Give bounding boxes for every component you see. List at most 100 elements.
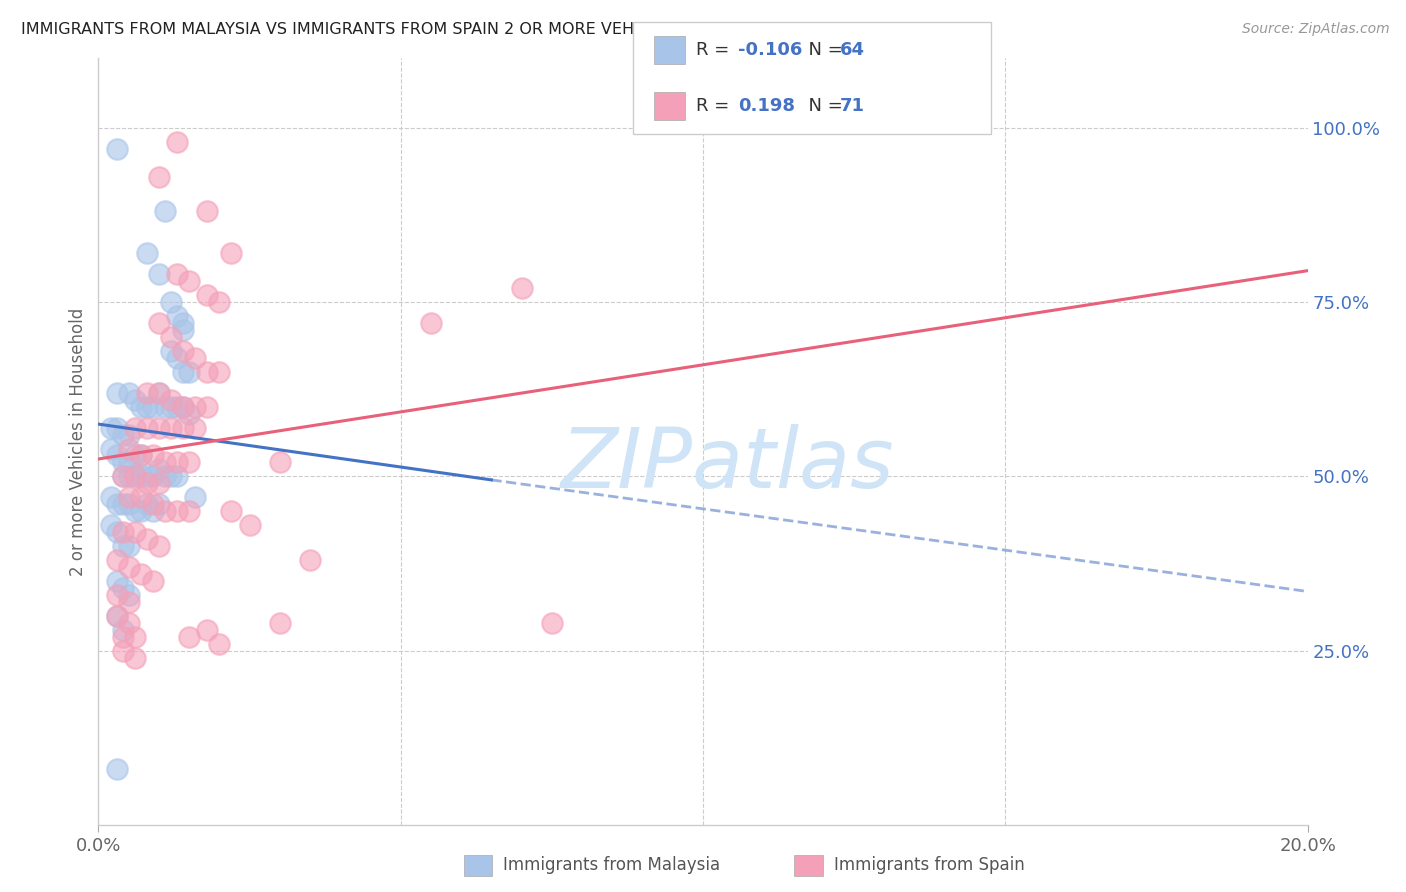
Point	[179, 274, 201, 288]
Point	[179, 504, 201, 518]
Point	[100, 518, 122, 533]
Point	[179, 407, 201, 421]
Point	[148, 385, 170, 400]
Point	[166, 267, 188, 281]
Point	[129, 504, 152, 518]
Point	[166, 309, 188, 323]
Point	[166, 135, 188, 149]
Point	[142, 574, 165, 588]
Point	[124, 504, 146, 518]
Point	[124, 469, 146, 483]
Point	[105, 525, 128, 540]
Point	[195, 288, 218, 302]
Point	[135, 476, 157, 491]
Point	[153, 204, 176, 219]
Point	[111, 623, 134, 637]
Point	[118, 385, 141, 400]
Point	[111, 455, 134, 469]
Point	[148, 267, 170, 281]
Point	[129, 400, 152, 414]
Point	[118, 588, 141, 602]
Point	[135, 532, 157, 546]
Point	[153, 400, 176, 414]
Point	[124, 392, 146, 407]
Point	[111, 644, 134, 658]
Point	[129, 449, 152, 463]
Point	[184, 351, 207, 365]
Point	[118, 427, 141, 442]
Point	[111, 630, 134, 644]
Text: Immigrants from Malaysia: Immigrants from Malaysia	[503, 856, 720, 874]
Point	[195, 204, 218, 219]
Point	[142, 469, 165, 483]
Point	[129, 469, 152, 483]
Point	[111, 469, 134, 483]
Point	[100, 491, 122, 505]
Text: R =: R =	[696, 41, 735, 59]
Point	[148, 316, 170, 330]
Text: N =: N =	[797, 41, 849, 59]
Point	[124, 449, 146, 463]
Point	[540, 615, 562, 630]
Point	[129, 567, 152, 582]
Point	[100, 420, 122, 434]
Point	[105, 762, 128, 776]
Point	[195, 365, 218, 379]
Point	[105, 553, 128, 567]
Point	[111, 427, 134, 442]
Point	[160, 295, 183, 310]
Text: N =: N =	[797, 97, 849, 115]
Point	[172, 400, 194, 414]
Text: ZIPatlas: ZIPatlas	[561, 424, 894, 505]
Point	[148, 169, 170, 184]
Point	[118, 595, 141, 609]
Point	[179, 365, 201, 379]
Point	[105, 385, 128, 400]
Point	[135, 497, 157, 511]
Point	[135, 469, 157, 483]
Point	[208, 295, 231, 310]
Point	[221, 504, 243, 518]
Point	[111, 469, 134, 483]
Point	[166, 504, 188, 518]
Text: 0.198: 0.198	[738, 97, 796, 115]
Point	[135, 400, 157, 414]
Point	[172, 343, 194, 358]
Point	[105, 142, 128, 156]
Point	[153, 455, 176, 469]
Point	[105, 574, 128, 588]
Point	[142, 497, 165, 511]
Point	[195, 623, 218, 637]
Point	[111, 581, 134, 595]
Point	[179, 630, 201, 644]
Point	[184, 420, 207, 434]
Point	[166, 400, 188, 414]
Point	[208, 637, 231, 651]
Point	[160, 330, 183, 344]
Point	[105, 608, 128, 623]
Point	[148, 497, 170, 511]
Point	[172, 420, 194, 434]
Point	[299, 553, 322, 567]
Text: -0.106: -0.106	[738, 41, 803, 59]
Point	[118, 497, 141, 511]
Point	[148, 420, 170, 434]
Point	[179, 455, 201, 469]
Point	[172, 365, 194, 379]
Point	[111, 539, 134, 553]
Point	[172, 400, 194, 414]
Point	[166, 351, 188, 365]
Point	[160, 343, 183, 358]
Point	[124, 650, 146, 665]
Text: R =: R =	[696, 97, 741, 115]
Text: Immigrants from Spain: Immigrants from Spain	[834, 856, 1025, 874]
Point	[172, 323, 194, 337]
Point	[118, 442, 141, 456]
Point	[166, 469, 188, 483]
Point	[105, 608, 128, 623]
Point	[118, 615, 141, 630]
Point	[208, 365, 231, 379]
Point	[153, 504, 176, 518]
Point	[135, 420, 157, 434]
Point	[172, 316, 194, 330]
